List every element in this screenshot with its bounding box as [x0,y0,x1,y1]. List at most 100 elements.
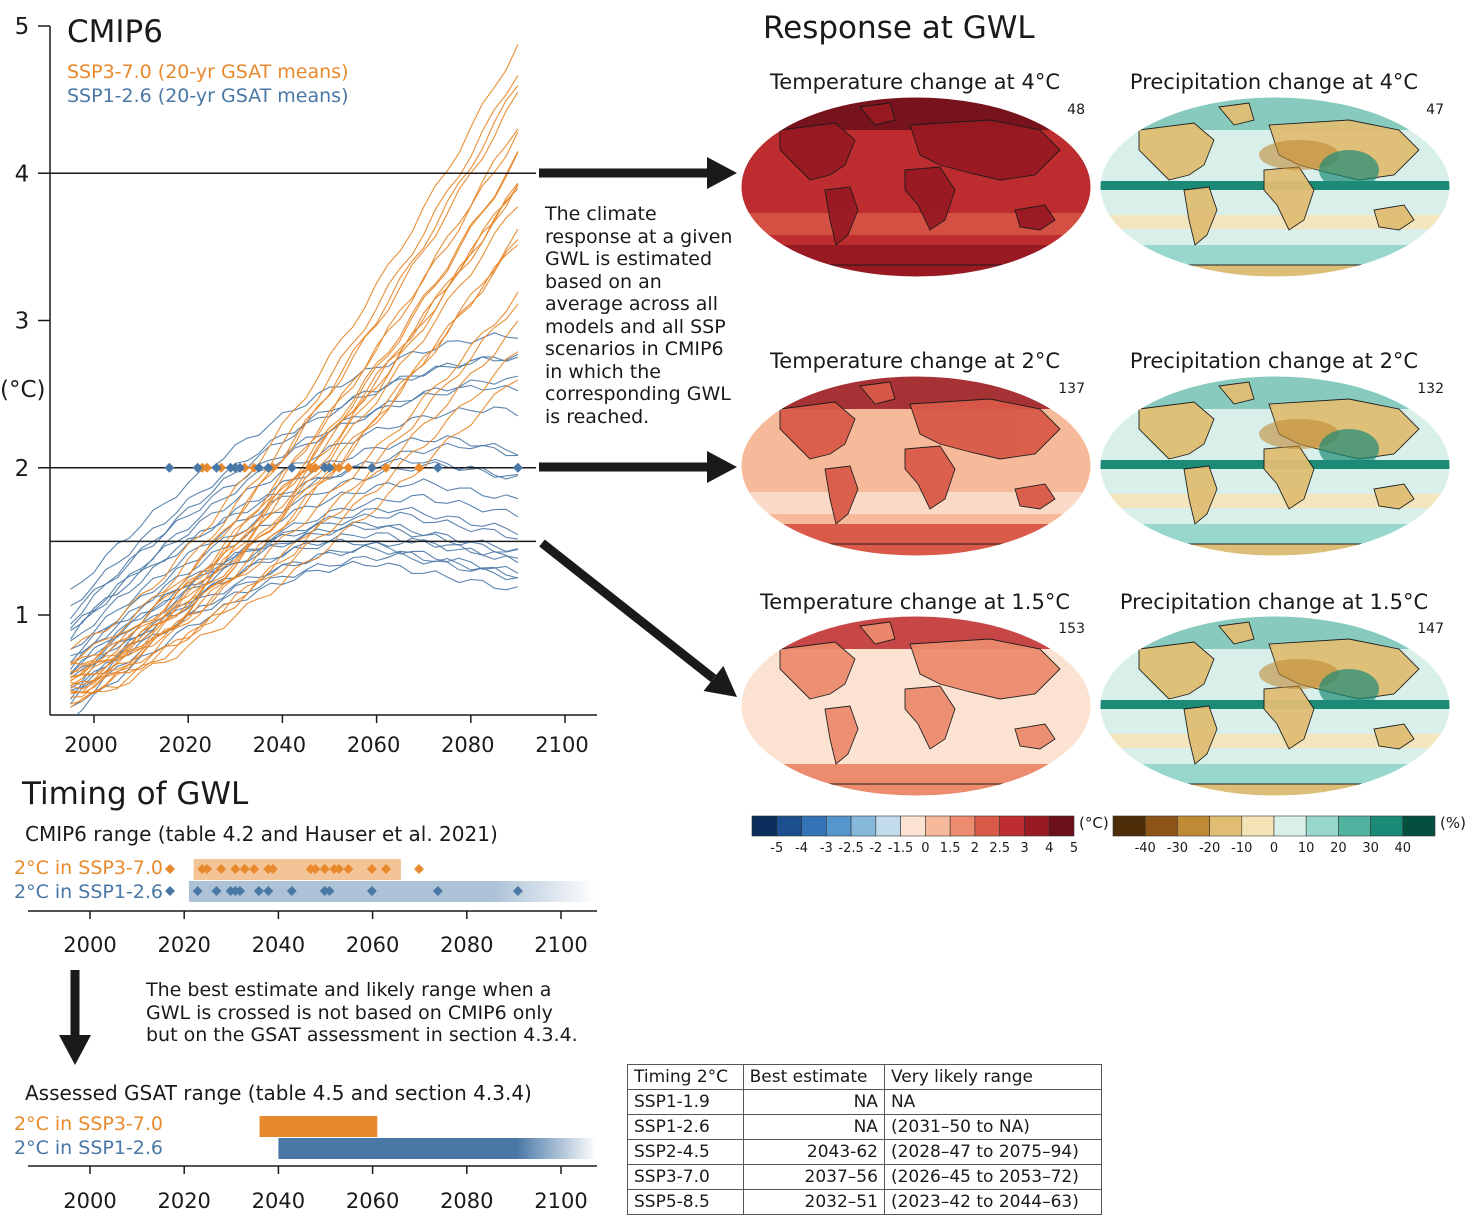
assessed-plot: 2000 2020 2040 2060 2080 2100 [28,1116,597,1213]
ssp370-line [70,131,519,676]
timing-ssp370-marker [310,864,321,874]
map-continent [859,381,896,405]
ssp370-line [70,44,519,650]
colorbar-swatch [875,815,901,837]
map-subtropical-band [1100,734,1450,748]
gwl-note-line: response at a given [545,225,733,248]
precipitation-colorbar-label: -20 [1198,841,1221,856]
temperature-colorbar-label: 0 [921,841,930,856]
precipitation-colorbar-label: 0 [1269,841,1279,856]
timing-tick-label: 2080 [440,1189,493,1213]
ssp370-crossing-marker [343,462,354,473]
ssp370-line [70,206,519,695]
y-tick-label: 4 [15,161,30,187]
gwl-note-line: average across all [545,293,718,315]
temperature-map-1.5 [740,615,1092,797]
timing-tick-label: 2060 [346,1189,399,1213]
temperature-colorbar-label: 2.5 [989,841,1011,856]
colorbar-swatch [751,815,778,837]
response-title: Response at GWL [763,10,1035,46]
ssp126-line [70,506,519,679]
colorbar-swatch [801,815,827,837]
precipitation-map-1.5 [1099,615,1451,797]
map-continent [1218,621,1255,645]
table-row: SSP3-7.0 2037–56 (2026–45 to 2053–72) [627,1164,1103,1190]
map-wet-region [1319,429,1379,469]
table-cell: SSP1-1.9 [627,1089,744,1115]
timing-ssp370-marker [413,864,424,874]
ssp126-line [70,406,519,629]
ssp126-crossing-marker [324,462,335,473]
ssp126-outlier-marker [165,886,175,896]
colorbar-swatch [1144,815,1178,837]
timing-ssp370-marker [333,864,344,874]
precipitation-map-4 [1099,96,1451,278]
timing-tick-label: 2020 [157,1189,210,1213]
ssp370-line [70,320,519,694]
map-continent [1014,204,1056,231]
map-continent [859,102,896,126]
table-row: SSP1-1.9 NA NA [627,1089,1103,1115]
map-continent [1263,445,1315,510]
temperature-colorbar-label: -1.5 [887,841,914,856]
map-continent [779,641,856,700]
timing-row-ssp370: 2°C in SSP3-7.0 [14,857,163,879]
map-continent [904,166,956,231]
colorbar-swatch [1048,815,1075,837]
timing-tick-label: 2040 [252,933,305,957]
table-row: SSP2-4.5 2043-62 (2028–47 to 2075–94) [627,1139,1103,1165]
colorbar-swatch [925,815,951,837]
timing-ssp370-marker [216,864,227,874]
map-continent [904,685,956,750]
map-title: Precipitation change at 1.5°C [1119,590,1429,614]
ssp126-crossing-marker [263,462,274,473]
map-fill [741,616,1091,796]
cmip6-range-ssp126-bar [188,881,596,902]
map-continent [1263,166,1315,231]
table-row: SSP1-2.6 NA (2031–50 to NA) [627,1114,1103,1140]
table-cell: SSP3-7.0 [627,1164,744,1190]
colorbar-swatch [949,815,976,837]
timing-ssp126-marker [263,886,274,896]
ssp126-crossing-marker [512,462,523,473]
timing-ssp370-marker [343,864,354,874]
map-continent [909,119,1061,181]
ssp370-crossing-marker [333,462,344,473]
ssp370-line [70,75,519,665]
ssp126-crossing-marker [192,462,203,473]
map-dry-region [1259,659,1339,689]
map-continent [824,186,859,246]
temperature-colorbar-label: 2 [970,841,980,856]
table-cell: 2032–51 [742,1189,885,1215]
timing-ssp126-marker [512,886,523,896]
colorbar-swatch [1402,815,1436,837]
temperature-colorbar-label: -5 [770,841,784,856]
ssp126-line [70,375,519,620]
temperature-colorbar-label: -2.5 [838,841,864,856]
gwl-note-line: models and all SSP [545,315,726,338]
timing-tick-label: 2000 [63,1189,116,1213]
table-cell: SSP1-2.6 [627,1114,744,1140]
timing-ssp126-marker [432,886,443,896]
colorbar-swatch [974,815,1000,837]
map-continent [1183,465,1218,525]
temperature-colorbar-unit: (°C) [1079,814,1109,832]
table-cell: (2023–42 to 2044–63) [883,1189,1103,1215]
gwl-note-line: GWL is estimated [545,248,713,270]
timing-ssp126-marker [286,886,297,896]
cmip6-axes: 1 2 3 4 5 2000 2020 2040 2060 2080 2100 [15,14,597,757]
ssp126-line [70,551,518,691]
timing-plot: 2000 2020 2040 2060 2080 2100 [28,859,597,957]
map-outline [1099,96,1451,278]
colorbar-swatch [1209,815,1243,837]
table-cell: (2026–45 to 2053–72) [883,1164,1103,1190]
precipitation-colorbar-label: 20 [1330,841,1347,856]
ssp370-line [70,351,519,694]
map-outline [740,96,1092,278]
ssp370-line [70,379,519,705]
gwl-note-line: based on an [545,270,662,293]
timing-ssp126-marker [253,886,264,896]
ssp126-line [70,384,519,640]
temperature-colorbar-label: 1.5 [939,841,961,856]
arrow-head [703,665,737,697]
